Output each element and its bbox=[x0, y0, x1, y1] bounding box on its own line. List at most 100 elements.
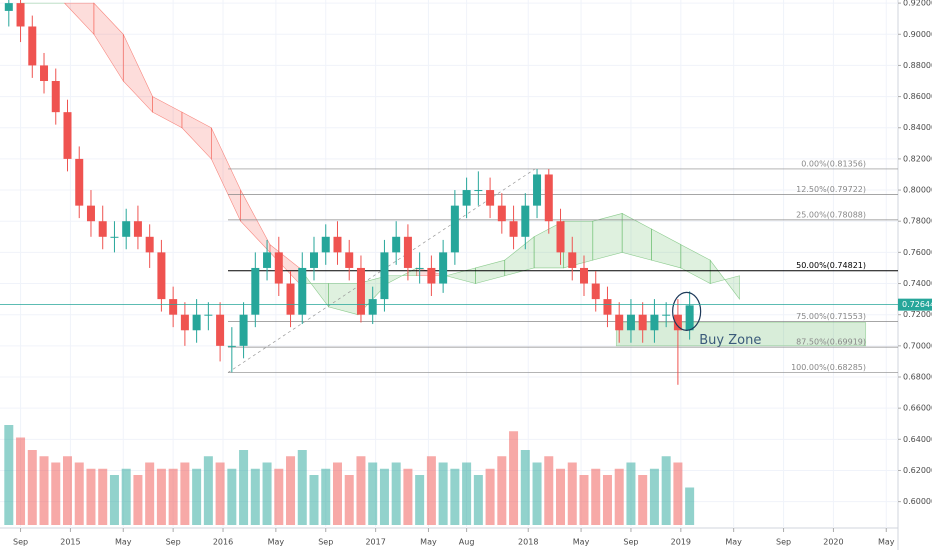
volume-bar bbox=[121, 468, 131, 525]
candle-body bbox=[591, 283, 600, 300]
x-tick-label: 2018 bbox=[518, 538, 538, 547]
cloud-segment bbox=[592, 213, 623, 261]
fib-label: 87.50%(0.69919) bbox=[796, 338, 866, 347]
volume-bar bbox=[473, 475, 483, 525]
candle-body bbox=[251, 267, 260, 315]
candle-body bbox=[521, 205, 530, 237]
candle-body bbox=[380, 252, 389, 300]
x-tick-label: Aug bbox=[459, 538, 475, 547]
buy-zone-label: Buy Zone bbox=[699, 333, 761, 348]
x-tick-label: Sep bbox=[623, 538, 638, 547]
volume-bar bbox=[262, 462, 272, 525]
volume-bar bbox=[321, 468, 331, 525]
volume-bar bbox=[368, 462, 378, 525]
x-tick-label: Sep bbox=[166, 538, 181, 547]
volume-bar bbox=[156, 468, 166, 525]
y-tick-label: 0.92000 bbox=[903, 0, 932, 8]
volume-bar bbox=[297, 450, 307, 525]
volume-bar bbox=[626, 462, 636, 525]
candle-body bbox=[368, 299, 377, 315]
volume-bar bbox=[379, 468, 389, 525]
cloud-segment bbox=[563, 220, 594, 269]
volume-bar bbox=[497, 456, 507, 525]
candle-body bbox=[533, 174, 542, 206]
volume-bar bbox=[109, 475, 119, 525]
candle-body bbox=[685, 305, 694, 331]
candle-body bbox=[51, 81, 60, 113]
volume-bar bbox=[614, 468, 624, 525]
candle-body bbox=[556, 221, 565, 253]
candle-body bbox=[40, 65, 49, 82]
candle-body bbox=[16, 3, 25, 27]
volume-bar bbox=[215, 462, 225, 525]
candle-body bbox=[568, 252, 577, 268]
volume-bar bbox=[661, 456, 671, 525]
candle-body bbox=[133, 221, 142, 237]
volume-bar bbox=[309, 475, 319, 525]
candle-body bbox=[345, 252, 354, 268]
x-tick-label: 2015 bbox=[60, 538, 80, 547]
volume-bar bbox=[556, 468, 566, 525]
volume-bar bbox=[532, 462, 542, 525]
volume-bar bbox=[39, 456, 49, 525]
candle-body bbox=[180, 314, 189, 331]
candle-body bbox=[4, 3, 13, 11]
candle-body bbox=[662, 314, 671, 316]
volume-bar bbox=[438, 462, 448, 525]
volume-bar bbox=[450, 468, 460, 525]
volume-bar bbox=[180, 462, 190, 525]
volume-bar bbox=[485, 468, 495, 525]
volume-bar bbox=[591, 468, 601, 525]
x-tick-label: Sep bbox=[776, 538, 791, 547]
x-tick-label: 2019 bbox=[671, 538, 691, 547]
candle-body bbox=[274, 252, 283, 284]
x-tick-label: May bbox=[115, 538, 132, 547]
candle-body bbox=[638, 314, 647, 331]
candle-body bbox=[450, 205, 459, 253]
candle-body bbox=[392, 236, 401, 253]
candle-body bbox=[192, 314, 201, 331]
cloud-segment bbox=[709, 259, 740, 301]
volume-bar bbox=[649, 468, 659, 525]
fib-label: 50.00%(0.74821) bbox=[796, 261, 866, 270]
x-tick-label: May bbox=[420, 538, 437, 547]
candle-body bbox=[615, 314, 624, 331]
x-tick-label: 2016 bbox=[213, 538, 233, 547]
x-tick-label: Sep bbox=[13, 538, 28, 547]
candle-body bbox=[75, 158, 84, 206]
candle-body bbox=[239, 314, 248, 346]
volume-bar bbox=[16, 437, 26, 525]
volume-bar bbox=[332, 462, 342, 525]
fib-label: 100.00%(0.68285) bbox=[791, 363, 866, 372]
volume-bar bbox=[4, 425, 14, 525]
candle-body bbox=[98, 221, 107, 237]
candle-body bbox=[544, 174, 553, 222]
fib-label: 25.00%(0.78088) bbox=[796, 210, 866, 219]
current-price-box bbox=[898, 298, 932, 311]
volume-bar bbox=[51, 462, 61, 525]
candle-body bbox=[626, 314, 635, 331]
candle-body bbox=[486, 190, 495, 206]
candle-body bbox=[286, 283, 295, 315]
volume-bar bbox=[98, 468, 108, 525]
candle-body bbox=[122, 221, 131, 237]
candle-body bbox=[474, 190, 483, 192]
candle-body bbox=[415, 267, 424, 269]
volume-bar bbox=[344, 475, 354, 525]
